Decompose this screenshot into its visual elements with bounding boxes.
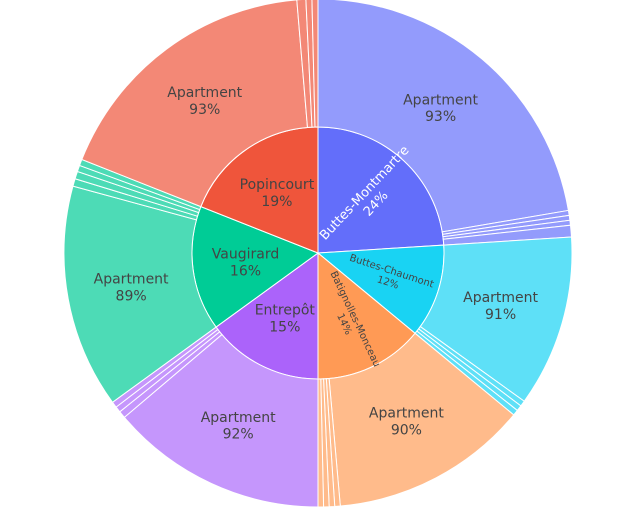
outer-slice-vaugirard-apartment-0[interactable] xyxy=(63,185,217,403)
outer-label-popincourt: Apartment 93% xyxy=(167,85,242,118)
outer-label-buttes-chaumont: Apartment 91% xyxy=(463,290,538,323)
outer-label-batignolles-monceau: Apartment 90% xyxy=(369,406,444,439)
outer-slice-batignolles-monceau-apartment-0[interactable] xyxy=(328,332,515,507)
outer-label-entrep-t: Apartment 92% xyxy=(201,410,276,443)
outer-label-vaugirard: Apartment 89% xyxy=(94,272,169,305)
outer-label-buttes-montmartre: Apartment 93% xyxy=(403,92,478,125)
inner-label-entrep-t: Entrepôt 15% xyxy=(255,303,316,336)
outer-slice-buttes-montmartre-apartment-0[interactable] xyxy=(317,0,569,233)
outer-slice-popincourt-apartment-0[interactable] xyxy=(81,0,309,208)
outer-slice-entrep-t-apartment-0[interactable] xyxy=(123,333,319,508)
inner-label-vaugirard: Vaugirard 16% xyxy=(212,247,279,280)
inner-label-popincourt: Popincourt 19% xyxy=(240,177,315,210)
outer-slice-popincourt-minor-3[interactable] xyxy=(311,0,319,128)
